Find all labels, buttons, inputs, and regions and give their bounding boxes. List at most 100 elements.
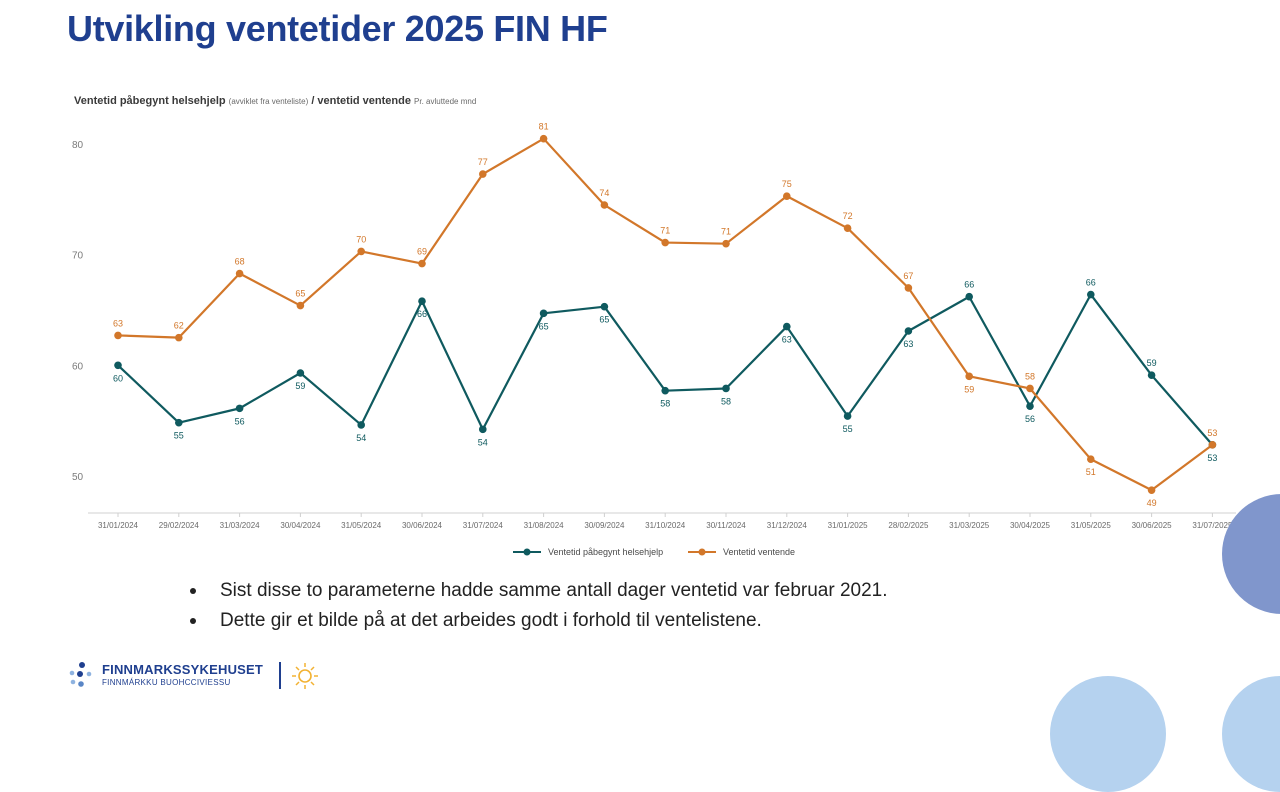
series-line-2 bbox=[117, 137, 1214, 492]
data-label: 53 bbox=[1207, 453, 1217, 463]
chart-title: Ventetid påbegynt helsehjelp (avviklet f… bbox=[74, 95, 476, 107]
data-point bbox=[661, 386, 669, 395]
x-tick-label: 31/10/2024 bbox=[645, 521, 686, 530]
data-point bbox=[661, 238, 669, 247]
data-point bbox=[114, 331, 122, 340]
data-point bbox=[479, 425, 487, 434]
series-lines bbox=[117, 137, 1214, 492]
decorative-circle-bottom-right bbox=[1222, 676, 1280, 792]
data-label: 58 bbox=[1025, 371, 1035, 381]
data-label: 66 bbox=[964, 280, 974, 290]
data-point bbox=[357, 247, 366, 256]
chart-title-note-2: Pr. avluttede mnd bbox=[414, 97, 476, 106]
data-point bbox=[1026, 384, 1034, 393]
data-label: 59 bbox=[295, 381, 305, 391]
data-label: 74 bbox=[599, 188, 609, 198]
y-tick-label: 60 bbox=[72, 361, 84, 372]
x-tick-label: 30/11/2024 bbox=[706, 521, 746, 530]
y-axis-ticks: 50 60 70 80 bbox=[72, 140, 84, 483]
logo-subtitle: FINNMÁRKKU BUOHCCIVIESSU bbox=[102, 678, 231, 687]
data-label: 53 bbox=[1207, 428, 1217, 438]
legend-marker-series-1 bbox=[523, 548, 531, 556]
x-tick-label: 31/01/2024 bbox=[98, 521, 139, 530]
logo-dots-icon bbox=[69, 662, 92, 687]
data-label: 67 bbox=[903, 271, 913, 281]
data-label: 54 bbox=[356, 433, 366, 443]
chart-title-main: Ventetid påbegynt helsehjelp bbox=[74, 95, 226, 107]
sun-icon bbox=[292, 663, 318, 689]
data-point bbox=[783, 322, 791, 331]
data-label: 62 bbox=[174, 321, 184, 331]
x-tick-label: 31/08/2024 bbox=[524, 521, 565, 530]
data-point bbox=[296, 301, 305, 310]
data-label: 49 bbox=[1147, 498, 1157, 508]
bullet-item: Dette gir et bilde på at det arbeides go… bbox=[190, 606, 888, 636]
data-label: 56 bbox=[1025, 414, 1035, 424]
data-label: 77 bbox=[478, 157, 488, 167]
bullet-text: Sist disse to parameterne hadde samme an… bbox=[220, 580, 888, 601]
data-label: 69 bbox=[417, 247, 427, 257]
data-label: 75 bbox=[782, 179, 792, 189]
data-label: 63 bbox=[903, 339, 913, 349]
finnmarkssykehuset-logo: FINNMARKSSYKEHUSET FINNMÁRKKU BUOHCCIVIE… bbox=[68, 660, 328, 692]
x-tick-label: 30/09/2024 bbox=[584, 521, 625, 530]
data-point bbox=[1147, 371, 1156, 380]
x-tick-label: 30/06/2024 bbox=[402, 521, 443, 530]
data-label: 71 bbox=[660, 226, 670, 236]
data-point bbox=[1147, 486, 1156, 494]
data-label: 65 bbox=[539, 321, 549, 331]
data-label: 58 bbox=[721, 396, 731, 406]
line-chart: Ventetid påbegynt helsehjelp (avviklet f… bbox=[72, 95, 1236, 557]
series-points bbox=[114, 134, 1217, 494]
x-tick-label: 30/04/2025 bbox=[1010, 521, 1051, 530]
data-label: 63 bbox=[782, 335, 792, 345]
data-point bbox=[175, 333, 183, 342]
x-tick-label: 31/03/2024 bbox=[220, 521, 261, 530]
data-label: 65 bbox=[295, 289, 305, 299]
y-tick-label: 80 bbox=[72, 140, 84, 151]
data-label: 72 bbox=[843, 211, 853, 221]
data-point bbox=[479, 170, 487, 178]
data-point bbox=[114, 361, 122, 370]
x-tick-label: 31/05/2024 bbox=[341, 521, 382, 530]
data-point bbox=[539, 309, 548, 318]
data-point bbox=[904, 327, 913, 335]
data-label: 54 bbox=[478, 437, 488, 447]
legend-label-series-1: Ventetid påbegynt helsehjelp bbox=[548, 547, 663, 557]
x-tick-label: 30/04/2024 bbox=[280, 521, 321, 530]
logo-name: FINNMARKSSYKEHUSET bbox=[102, 662, 264, 677]
data-point bbox=[600, 201, 609, 209]
data-point bbox=[1087, 455, 1095, 464]
data-labels: 60 55 56 59 54 66 54 65 65 58 58 63 55 63 66 56 66 59 53 63… bbox=[113, 122, 1217, 508]
y-tick-label: 70 bbox=[72, 251, 84, 262]
data-point bbox=[965, 372, 973, 381]
chart-title-part-2: / ventetid ventende bbox=[311, 95, 411, 107]
slide-title: Utvikling ventetider 2025 FIN HF bbox=[67, 8, 608, 49]
data-point bbox=[235, 404, 244, 413]
x-tick-label: 29/02/2024 bbox=[159, 521, 200, 530]
data-label: 55 bbox=[174, 431, 184, 441]
data-label: 59 bbox=[964, 384, 974, 394]
data-label: 65 bbox=[599, 315, 609, 325]
data-point bbox=[539, 134, 548, 143]
data-point bbox=[965, 292, 973, 301]
data-point bbox=[783, 192, 791, 200]
data-point bbox=[296, 369, 305, 377]
legend-label-series-2: Ventetid ventende bbox=[723, 547, 795, 557]
x-tick-label: 31/07/2024 bbox=[463, 521, 504, 530]
series-line-1 bbox=[117, 293, 1214, 446]
legend-marker-series-2 bbox=[698, 548, 706, 556]
data-label: 55 bbox=[843, 424, 853, 434]
bullet-text: Dette gir et bilde på at det arbeides go… bbox=[220, 610, 762, 631]
data-point bbox=[1208, 441, 1217, 449]
logo-separator bbox=[279, 662, 281, 689]
data-label: 66 bbox=[1086, 278, 1096, 288]
data-point bbox=[904, 284, 913, 292]
data-point bbox=[235, 269, 244, 278]
x-tick-label: 31/07/2025 bbox=[1192, 521, 1233, 530]
data-point bbox=[722, 239, 730, 248]
bullet-dot bbox=[190, 588, 196, 594]
x-tick-label: 28/02/2025 bbox=[888, 521, 929, 530]
x-axis-ticks: 31/01/2024 29/02/2024 31/03/2024 30/04/2024… bbox=[98, 513, 1233, 530]
y-tick-label: 50 bbox=[72, 472, 84, 483]
